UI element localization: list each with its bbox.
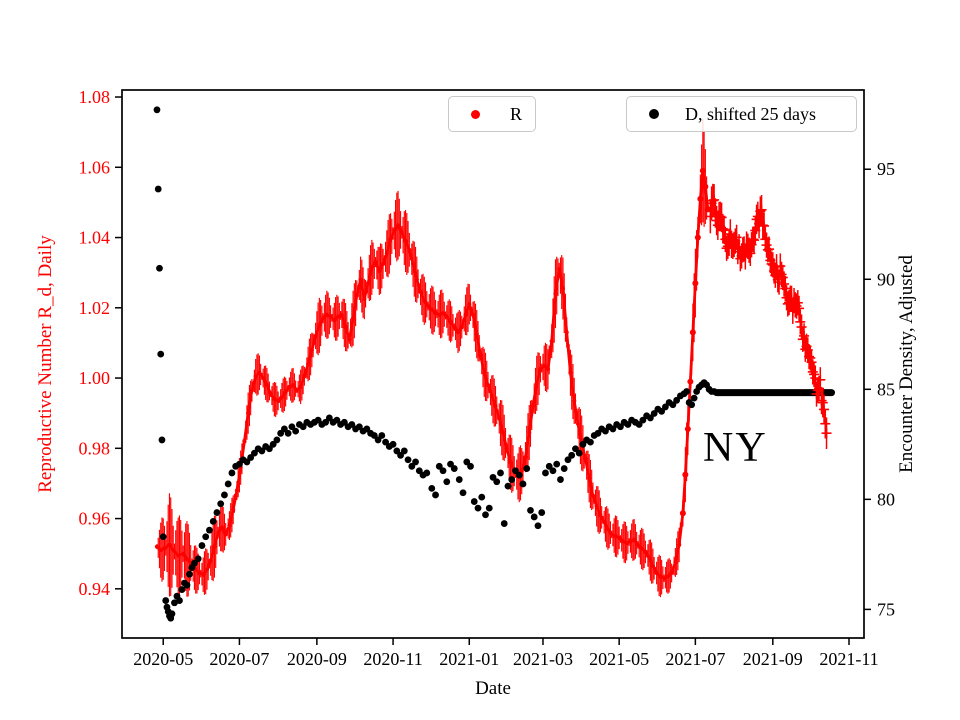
- svg-text:2021-07: 2021-07: [665, 649, 725, 669]
- y-axis-label-right: Encounter Density, Adjusted: [896, 255, 917, 473]
- svg-text:90: 90: [877, 269, 895, 289]
- svg-text:0.94: 0.94: [79, 579, 111, 599]
- y-axis-label-left: Reproductive Number R_d, Daily: [35, 235, 56, 493]
- d-points: [153, 106, 718, 622]
- svg-text:2021-11: 2021-11: [819, 649, 878, 669]
- legend-d-marker-icon: [649, 109, 659, 119]
- svg-text:2020-09: 2020-09: [287, 649, 347, 669]
- svg-text:95: 95: [877, 159, 895, 179]
- axes: [121, 89, 865, 639]
- svg-text:2020-05: 2020-05: [133, 649, 193, 669]
- annotation-ny: NY: [703, 425, 768, 471]
- legend-r: R: [448, 96, 536, 132]
- svg-text:1.06: 1.06: [79, 157, 111, 177]
- svg-text:1.02: 1.02: [79, 298, 111, 318]
- svg-text:0.98: 0.98: [79, 438, 111, 458]
- svg-text:2021-05: 2021-05: [589, 649, 649, 669]
- x-axis-label: Date: [475, 678, 511, 699]
- legend-d: D, shifted 25 days: [626, 96, 857, 132]
- svg-text:2021-03: 2021-03: [513, 649, 573, 669]
- r-errorbars: [156, 119, 708, 598]
- y-axis-right-ticks: 75 80 85 90 95: [864, 159, 895, 619]
- svg-text:2020-11: 2020-11: [363, 649, 422, 669]
- svg-text:1.08: 1.08: [79, 87, 111, 107]
- y-axis-left-ticks: 0.94 0.96 0.98 1.00 1.02 1.04 1.06 1.08: [79, 87, 122, 599]
- svg-text:75: 75: [877, 599, 895, 619]
- legend-d-label: D, shifted 25 days: [685, 103, 816, 124]
- svg-text:2021-09: 2021-09: [743, 649, 803, 669]
- r-points: [154, 167, 711, 581]
- svg-text:2021-01: 2021-01: [439, 649, 499, 669]
- legend-r-label: R: [510, 103, 523, 124]
- x-axis-ticks: 2020-05 2020-07 2020-09 2020-11 2021-01 2021-…: [133, 638, 879, 669]
- svg-text:1.04: 1.04: [79, 228, 111, 248]
- svg-text:2020-07: 2020-07: [209, 649, 269, 669]
- svg-text:80: 80: [877, 489, 895, 509]
- legend-r-marker-icon: [471, 109, 480, 119]
- r-crosses: [705, 183, 832, 449]
- svg-text:85: 85: [877, 379, 895, 399]
- svg-text:0.96: 0.96: [79, 509, 111, 529]
- r-line: [156, 169, 710, 580]
- svg-text:1.00: 1.00: [79, 368, 111, 388]
